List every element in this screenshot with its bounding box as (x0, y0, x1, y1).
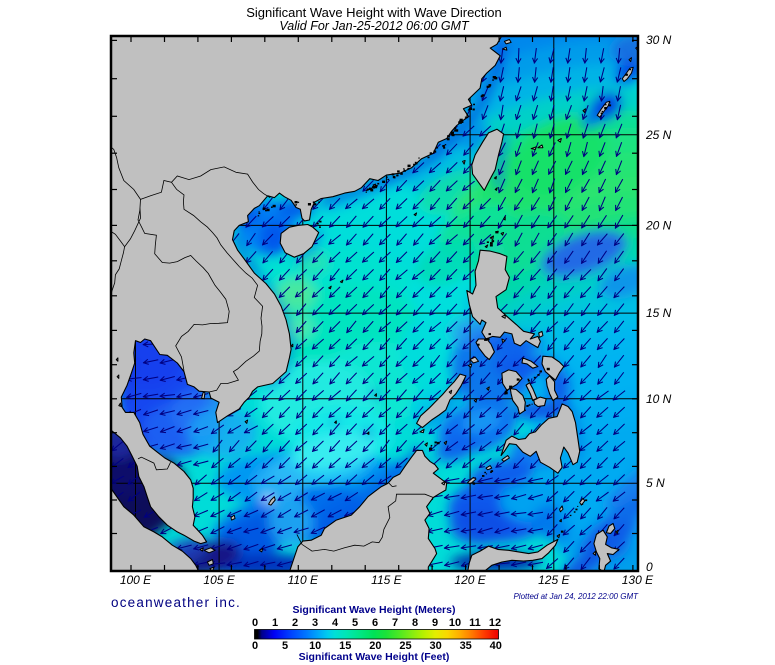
svg-text:105 E: 105 E (203, 573, 235, 587)
svg-text:9: 9 (432, 617, 438, 629)
svg-text:Significant Wave Height with W: Significant Wave Height with Wave Direct… (246, 5, 502, 20)
svg-text:5 N: 5 N (646, 476, 665, 490)
svg-text:0: 0 (252, 617, 258, 629)
svg-text:5: 5 (282, 640, 288, 652)
svg-text:115 E: 115 E (371, 573, 402, 587)
svg-text:10: 10 (449, 617, 461, 629)
svg-text:25 N: 25 N (645, 128, 672, 142)
svg-text:120 E: 120 E (454, 573, 486, 587)
svg-text:6: 6 (372, 617, 378, 629)
svg-text:3: 3 (312, 617, 318, 629)
svg-text:130 E: 130 E (622, 573, 654, 587)
svg-text:8: 8 (412, 617, 418, 629)
svg-text:110 E: 110 E (288, 573, 319, 587)
svg-text:2: 2 (292, 617, 298, 629)
svg-text:11: 11 (469, 617, 481, 629)
svg-text:15 N: 15 N (646, 306, 672, 320)
svg-text:5: 5 (352, 617, 358, 629)
svg-text:40: 40 (490, 640, 502, 652)
svg-text:0: 0 (252, 640, 258, 652)
svg-text:10: 10 (309, 640, 321, 652)
svg-text:Significant Wave Height (Meter: Significant Wave Height (Meters) (293, 604, 456, 616)
svg-text:Plotted at Jan 24, 2012 22:00: Plotted at Jan 24, 2012 22:00 GMT (513, 592, 639, 601)
svg-text:20: 20 (369, 640, 381, 652)
svg-text:15: 15 (339, 640, 351, 652)
svg-text:Significant Wave Height (Feet): Significant Wave Height (Feet) (299, 651, 450, 663)
svg-text:35: 35 (460, 640, 472, 652)
svg-text:100 E: 100 E (120, 573, 152, 587)
svg-text:25: 25 (399, 640, 411, 652)
svg-text:30: 30 (429, 640, 441, 652)
svg-text:10 N: 10 N (646, 392, 672, 406)
svg-text:1: 1 (272, 617, 278, 629)
svg-text:oceanweather inc.: oceanweather inc. (111, 595, 241, 610)
svg-text:Valid For Jan-25-2012 06:00 GM: Valid For Jan-25-2012 06:00 GMT (279, 19, 470, 33)
svg-text:4: 4 (332, 617, 339, 629)
svg-text:20 N: 20 N (645, 218, 672, 232)
svg-text:7: 7 (392, 617, 398, 629)
svg-text:125 E: 125 E (538, 573, 570, 587)
svg-text:0: 0 (646, 560, 653, 574)
svg-text:12: 12 (489, 617, 501, 629)
svg-text:30 N: 30 N (646, 33, 672, 47)
